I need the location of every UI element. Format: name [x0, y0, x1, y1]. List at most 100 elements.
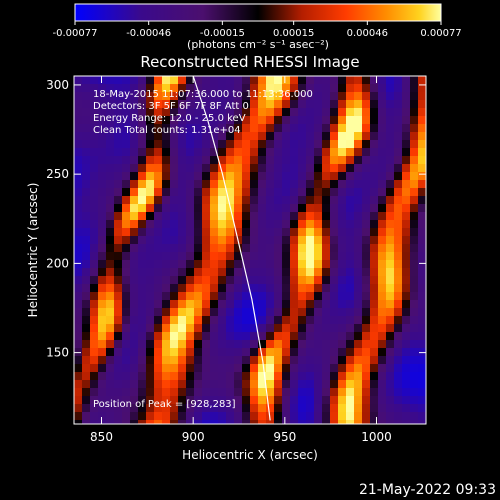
heatmap-cell	[250, 100, 259, 109]
heatmap-cell	[354, 84, 363, 93]
heatmap-cell	[202, 292, 211, 301]
heatmap-cell	[170, 212, 179, 221]
heatmap-cell	[82, 276, 91, 285]
heatmap-cell	[202, 388, 211, 397]
heatmap-cell	[298, 108, 307, 117]
heatmap-cell	[354, 340, 363, 349]
heatmap-cell	[122, 92, 131, 101]
heatmap-cell	[162, 372, 171, 381]
heatmap-cell	[370, 268, 379, 277]
heatmap-cell	[114, 156, 123, 165]
heatmap-cell	[186, 236, 195, 245]
heatmap-cell	[114, 396, 123, 405]
heatmap-cell	[186, 196, 195, 205]
heatmap-cell	[162, 420, 171, 424]
heatmap-cell	[394, 252, 403, 261]
heatmap-cell	[362, 148, 371, 157]
heatmap-cell	[82, 84, 91, 93]
heatmap-cell	[186, 380, 195, 389]
heatmap-cell	[146, 180, 155, 189]
heatmap-cell	[130, 260, 139, 269]
annotation-detectors: Detectors: 3F 5F 6F 7F 8F Att 0	[93, 101, 249, 112]
heatmap-cell	[138, 92, 147, 101]
heatmap-cell	[418, 148, 426, 157]
heatmap-cell	[402, 196, 411, 205]
heatmap-cell	[162, 324, 171, 333]
heatmap-cell	[226, 380, 235, 389]
heatmap-cell	[258, 100, 267, 109]
heatmap-cell	[90, 276, 99, 285]
heatmap-cell	[378, 356, 387, 365]
heatmap-cell	[114, 420, 123, 424]
heatmap-cell	[122, 372, 131, 381]
heatmap-cell	[418, 372, 426, 381]
heatmap-cell	[266, 420, 275, 424]
heatmap-cell	[170, 364, 179, 373]
heatmap-cell	[210, 356, 219, 365]
heatmap-cell	[322, 92, 331, 101]
heatmap-cell	[290, 348, 299, 357]
heatmap-cell	[322, 116, 331, 125]
heatmap-cell	[378, 172, 387, 181]
heatmap-cell	[170, 308, 179, 317]
heatmap-cell	[266, 108, 275, 117]
heatmap-cell	[370, 380, 379, 389]
heatmap-cell	[234, 148, 243, 157]
heatmap-cell	[322, 276, 331, 285]
heatmap-cell	[122, 324, 131, 333]
heatmap-cell	[330, 228, 339, 237]
heatmap-cell	[106, 340, 115, 349]
heatmap-cell	[298, 84, 307, 93]
heatmap-cell	[194, 388, 203, 397]
heatmap-cell	[362, 348, 371, 357]
heatmap-cell	[394, 116, 403, 125]
heatmap-cell	[218, 108, 227, 117]
heatmap-cell	[114, 260, 123, 269]
heatmap-cell	[154, 172, 163, 181]
heatmap-cell	[178, 84, 187, 93]
heatmap-cell	[162, 116, 171, 125]
heatmap-cell	[282, 156, 291, 165]
heatmap-cell	[410, 140, 419, 149]
heatmap-cell	[346, 324, 355, 333]
heatmap-cell	[122, 308, 131, 317]
heatmap-cell	[306, 260, 315, 269]
heatmap-cell	[306, 228, 315, 237]
heatmap-cell	[226, 228, 235, 237]
heatmap-cell	[210, 260, 219, 269]
heatmap-cell	[314, 76, 323, 85]
heatmap-cell	[242, 196, 251, 205]
heatmap-cell	[106, 196, 115, 205]
heatmap-cell	[210, 84, 219, 93]
heatmap-cell	[274, 292, 283, 301]
heatmap-cell	[314, 420, 323, 424]
heatmap-cell	[322, 268, 331, 277]
heatmap-cell	[314, 364, 323, 373]
heatmap-cell	[186, 324, 195, 333]
heatmap-cell	[394, 228, 403, 237]
heatmap-cell	[346, 380, 355, 389]
heatmap-cell	[194, 308, 203, 317]
heatmap-cell	[130, 220, 139, 229]
heatmap-cell	[162, 164, 171, 173]
heatmap-cell	[298, 132, 307, 141]
heatmap-cell	[338, 204, 347, 213]
heatmap-cell	[138, 372, 147, 381]
heatmap-cell	[218, 372, 227, 381]
heatmap-cell	[274, 100, 283, 109]
heatmap-cell	[418, 252, 426, 261]
heatmap-cell	[170, 388, 179, 397]
heatmap-cell	[338, 380, 347, 389]
heatmap-cell	[378, 156, 387, 165]
heatmap-cell	[114, 108, 123, 117]
heatmap-cell	[186, 84, 195, 93]
heatmap-cell	[242, 108, 251, 117]
heatmap-cell	[74, 300, 83, 309]
heatmap-cell	[386, 116, 395, 125]
heatmap-cell	[258, 196, 267, 205]
heatmap-cell	[130, 396, 139, 405]
heatmap-cell	[138, 340, 147, 349]
heatmap-cell	[90, 180, 99, 189]
heatmap-cell	[314, 260, 323, 269]
heatmap-cell	[170, 164, 179, 173]
